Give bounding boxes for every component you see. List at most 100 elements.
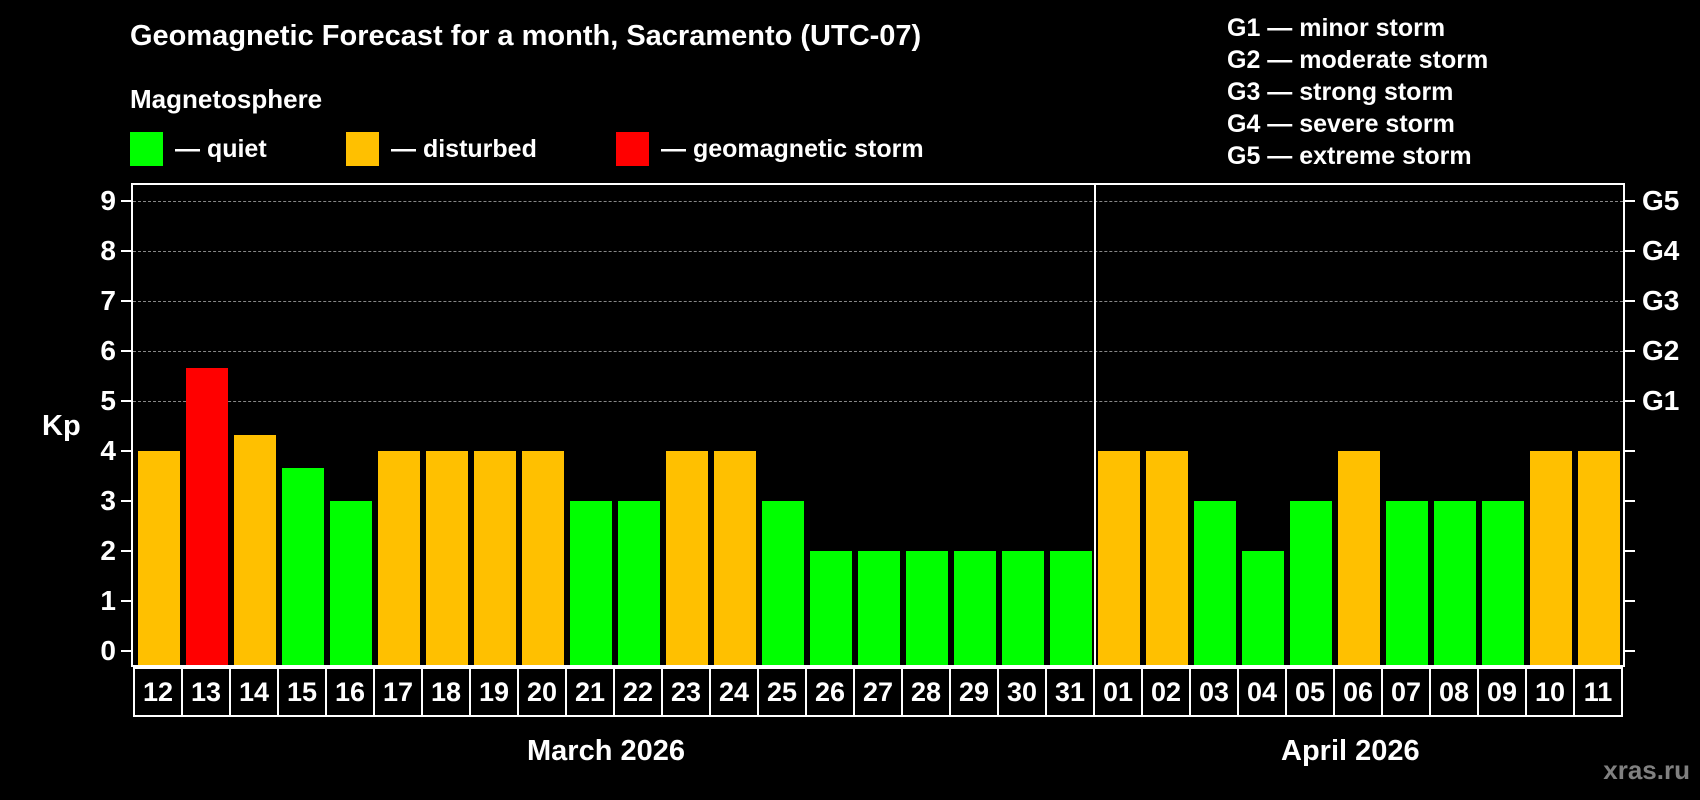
y-tick-right xyxy=(1625,550,1635,552)
day-label: 15 xyxy=(277,667,327,717)
g-legend-item: G3 — strong storm xyxy=(1227,78,1454,106)
day-label: 29 xyxy=(949,667,999,717)
gridline xyxy=(133,251,1623,252)
gridline xyxy=(133,301,1623,302)
day-label: 13 xyxy=(181,667,231,717)
y-tick xyxy=(121,600,131,602)
y-tick-label: 4 xyxy=(100,435,116,466)
g-scale-label: G3 xyxy=(1642,285,1680,316)
day-label: 20 xyxy=(517,667,567,717)
y-tick xyxy=(121,350,131,352)
bar-quiet xyxy=(762,501,804,665)
day-label: 22 xyxy=(613,667,663,717)
day-label: 24 xyxy=(709,667,759,717)
y-tick-right xyxy=(1625,250,1635,252)
y-tick xyxy=(121,650,131,652)
gridline xyxy=(133,401,1623,402)
y-tick-label: 5 xyxy=(100,385,116,416)
bar-quiet xyxy=(1194,501,1236,665)
bar-quiet xyxy=(906,551,948,665)
day-label: 05 xyxy=(1285,667,1335,717)
y-tick-label: 9 xyxy=(100,185,116,216)
day-label: 03 xyxy=(1189,667,1239,717)
bar-disturbed xyxy=(1530,451,1572,665)
legend-label-disturbed: — disturbed xyxy=(391,134,537,163)
y-tick-right xyxy=(1625,600,1635,602)
bar-quiet xyxy=(570,501,612,665)
y-tick xyxy=(121,300,131,302)
bar-disturbed xyxy=(138,451,180,665)
legend-swatch-disturbed xyxy=(346,132,379,166)
bar-storm xyxy=(186,367,228,665)
day-label: 19 xyxy=(469,667,519,717)
y-tick-right xyxy=(1625,500,1635,502)
bar-disturbed xyxy=(378,451,420,665)
g-legend-item: G5 — extreme storm xyxy=(1227,142,1472,170)
day-label: 08 xyxy=(1429,667,1479,717)
y-tick-label: 8 xyxy=(100,235,116,266)
bar-disturbed xyxy=(522,451,564,665)
bar-disturbed xyxy=(666,451,708,665)
bar-quiet xyxy=(954,551,996,665)
bar-quiet xyxy=(330,501,372,665)
gridline xyxy=(133,201,1623,202)
legend-label-storm: — geomagnetic storm xyxy=(661,134,924,163)
y-tick xyxy=(121,200,131,202)
y-tick-right xyxy=(1625,450,1635,452)
legend-swatch-storm xyxy=(616,132,649,166)
day-label: 09 xyxy=(1477,667,1527,717)
g-scale-label: G5 xyxy=(1642,185,1680,216)
y-tick-right xyxy=(1625,200,1635,202)
g-legend-item: G4 — severe storm xyxy=(1227,110,1455,138)
g-scale-label: G4 xyxy=(1642,235,1680,266)
day-label: 12 xyxy=(133,667,183,717)
day-label: 14 xyxy=(229,667,279,717)
legend-label-quiet: — quiet xyxy=(175,134,267,163)
y-tick-label: 0 xyxy=(100,635,116,666)
g-legend-item: G1 — minor storm xyxy=(1227,14,1446,42)
legend-swatch-quiet xyxy=(130,132,163,166)
bar-disturbed xyxy=(714,451,756,665)
plot-area xyxy=(131,183,1625,667)
day-label: 11 xyxy=(1573,667,1623,717)
day-label: 18 xyxy=(421,667,471,717)
day-label: 30 xyxy=(997,667,1047,717)
day-label: 25 xyxy=(757,667,807,717)
bar-disturbed xyxy=(1338,451,1380,665)
legend-quiet: — quiet xyxy=(130,132,267,166)
day-label: 23 xyxy=(661,667,711,717)
day-label: 07 xyxy=(1381,667,1431,717)
gridline xyxy=(133,351,1623,352)
month-divider xyxy=(1094,183,1096,667)
bar-quiet xyxy=(810,551,852,665)
day-label: 02 xyxy=(1141,667,1191,717)
day-label: 17 xyxy=(373,667,423,717)
bar-disturbed xyxy=(1098,451,1140,665)
bar-disturbed xyxy=(426,451,468,665)
legend-storm: — geomagnetic storm xyxy=(616,132,924,166)
day-label: 04 xyxy=(1237,667,1287,717)
bar-quiet xyxy=(1434,501,1476,665)
bar-quiet xyxy=(1290,501,1332,665)
bar-disturbed xyxy=(1146,451,1188,665)
bar-quiet xyxy=(1386,501,1428,665)
y-tick-label: 7 xyxy=(100,285,116,316)
bar-quiet xyxy=(1050,551,1092,665)
day-label: 31 xyxy=(1045,667,1095,717)
day-label: 21 xyxy=(565,667,615,717)
y-tick-right xyxy=(1625,400,1635,402)
y-tick-label: 3 xyxy=(100,485,116,516)
y-tick-label: 1 xyxy=(100,585,116,616)
y-tick-label: 2 xyxy=(100,535,116,566)
day-label: 26 xyxy=(805,667,855,717)
legend-subtitle: Magnetosphere xyxy=(130,84,323,114)
y-tick-right xyxy=(1625,300,1635,302)
month-label-april: April 2026 xyxy=(1281,735,1420,767)
y-tick xyxy=(121,550,131,552)
day-label: 27 xyxy=(853,667,903,717)
bar-disturbed xyxy=(474,451,516,665)
y-axis-label: Kp xyxy=(42,410,81,442)
g-legend-item: G2 — moderate storm xyxy=(1227,46,1489,74)
day-label: 06 xyxy=(1333,667,1383,717)
y-tick xyxy=(121,450,131,452)
